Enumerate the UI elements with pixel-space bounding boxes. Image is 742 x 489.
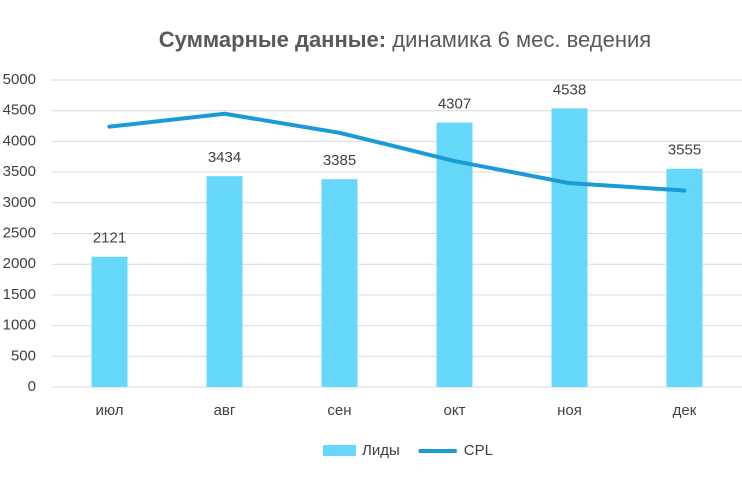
- y-tick-label: 1500: [3, 286, 36, 303]
- title-rest: динамика 6 мес. ведения: [392, 27, 651, 52]
- legend-label: Лиды: [362, 442, 400, 459]
- bar: [666, 168, 703, 387]
- y-tick-label: 2500: [3, 224, 36, 241]
- data-label: 3555: [668, 142, 701, 159]
- y-tick-label: 4000: [3, 132, 36, 149]
- y-tick-label: 500: [11, 347, 36, 364]
- x-tick-label: авг: [214, 402, 236, 419]
- y-tick-label: 4500: [3, 102, 36, 119]
- title-bold: Суммарные данные:: [159, 27, 386, 52]
- data-label: 3434: [208, 149, 241, 166]
- bar: [206, 176, 243, 387]
- y-tick-label: 2000: [3, 255, 36, 272]
- bar: [551, 108, 588, 388]
- bar: [91, 256, 128, 387]
- x-tick-label: сен: [327, 402, 351, 419]
- x-tick-label: июл: [95, 402, 123, 419]
- line: [107, 111, 687, 193]
- bar: [436, 122, 473, 387]
- y-tick-label: 3500: [3, 163, 36, 180]
- y-tick-label: 1000: [3, 317, 36, 334]
- legend-label: CPL: [464, 442, 493, 459]
- bar: [321, 179, 358, 387]
- y-tick-label: 3000: [3, 194, 36, 211]
- data-label: 2121: [93, 230, 126, 247]
- legend-swatch: [323, 445, 356, 456]
- data-label: 4307: [438, 96, 471, 113]
- y-tick-label: 5000: [3, 71, 36, 88]
- data-label: 4538: [553, 81, 586, 98]
- x-tick-label: дек: [673, 402, 697, 419]
- data-label: 3385: [323, 152, 356, 169]
- x-tick-label: ноя: [557, 402, 582, 419]
- chart-title: Суммарные данные: динамика 6 мес. ведени…: [159, 27, 651, 52]
- y-tick-label: 0: [28, 378, 36, 395]
- x-tick-label: окт: [444, 402, 466, 419]
